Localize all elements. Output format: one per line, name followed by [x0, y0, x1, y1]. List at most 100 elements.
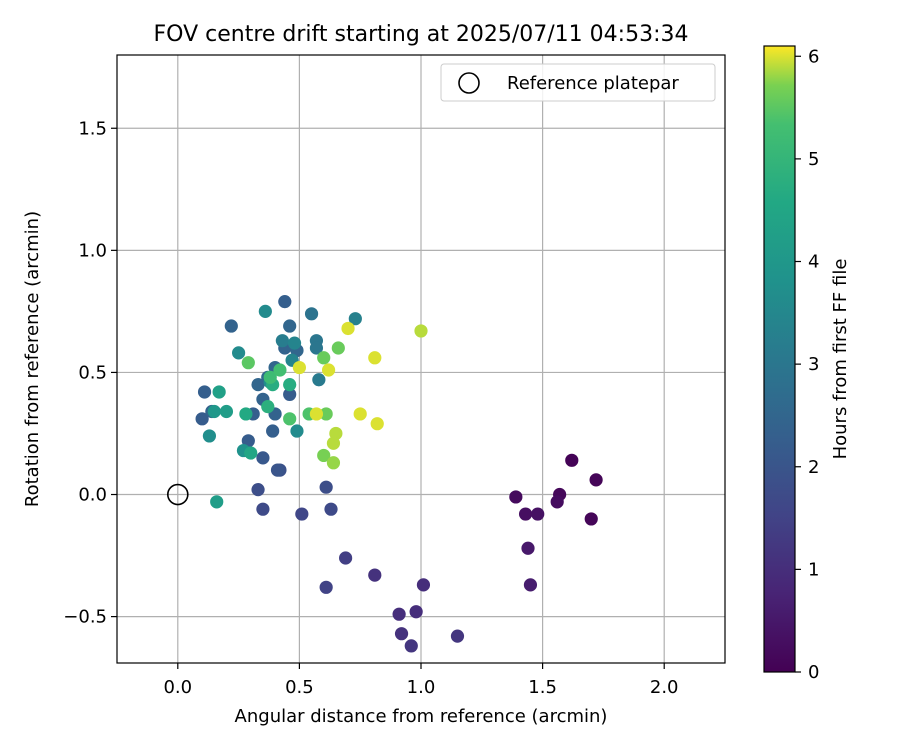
- scatter-point: [565, 453, 579, 467]
- x-tick-label: 0.5: [285, 677, 314, 698]
- scatter-point: [197, 385, 212, 399]
- scatter-point: [392, 607, 406, 621]
- colorbar-label: Hours from first FF file: [830, 259, 851, 460]
- scatter-point: [416, 578, 431, 592]
- scatter-point: [326, 456, 341, 470]
- scatter-point: [207, 404, 221, 419]
- scatter-point: [275, 334, 289, 348]
- scatter-point: [319, 407, 333, 421]
- y-ticks: −0.5 0.0 0.5 1.0 1.5: [63, 118, 117, 628]
- x-axis-label: Angular distance from reference (arcmin): [235, 706, 608, 727]
- y-tick-label: 1.5: [78, 118, 107, 139]
- scatter-point: [304, 307, 319, 321]
- scatter-point: [283, 319, 297, 333]
- scatter-point: [251, 483, 265, 497]
- scatter-point: [258, 304, 272, 318]
- scatter-point: [266, 424, 280, 438]
- x-tick-label: 0.0: [163, 677, 192, 698]
- scatter-point: [202, 429, 217, 443]
- scatter-point: [283, 378, 297, 392]
- legend-label: Reference platepar: [507, 73, 679, 94]
- scatter-point: [370, 417, 384, 431]
- scatter-point: [348, 312, 362, 326]
- y-tick-label: 1.0: [78, 240, 107, 261]
- scatter-point: [256, 502, 270, 516]
- scatter-point: [278, 295, 292, 309]
- colorbar-tick-label: 6: [808, 46, 819, 67]
- scatter-point: [550, 495, 564, 509]
- scatter-point: [273, 363, 287, 377]
- scatter-point: [521, 541, 535, 555]
- scatter-point: [523, 578, 538, 592]
- scatter-point: [321, 363, 336, 377]
- colorbar-tick-label: 2: [808, 457, 819, 478]
- scatter-point: [324, 502, 338, 516]
- scatter-point: [450, 629, 465, 643]
- scatter-point: [210, 495, 224, 509]
- scatter-point: [339, 551, 353, 565]
- scatter-point: [232, 346, 246, 360]
- colorbar-tick-label: 5: [808, 149, 819, 170]
- scatter-point: [219, 404, 234, 419]
- scatter-point: [241, 356, 255, 370]
- scatter-point: [256, 451, 270, 465]
- scatter-point: [287, 336, 302, 350]
- scatter-point: [263, 370, 277, 384]
- scatter-point: [404, 639, 418, 653]
- scatter-point: [295, 507, 309, 521]
- scatter-point: [309, 407, 324, 421]
- scatter-point: [584, 512, 598, 526]
- scatter-point: [290, 424, 304, 438]
- scatter-point: [326, 436, 341, 450]
- scatter-point: [518, 507, 533, 521]
- colorbar-tick-label: 0: [808, 662, 819, 683]
- scatter-point: [414, 324, 428, 338]
- y-axis-label: Rotation from reference (arcmin): [22, 211, 43, 507]
- chart-title: FOV centre drift starting at 2025/07/11 …: [154, 22, 689, 47]
- y-tick-label: 0.5: [78, 362, 107, 383]
- colorbar-ticks: 0 1 2 3 4 5 6: [795, 46, 819, 683]
- colorbar-tick-label: 4: [808, 252, 819, 273]
- scatter-point: [531, 507, 545, 521]
- x-tick-label: 1.5: [528, 677, 557, 698]
- scatter-point: [251, 378, 265, 392]
- scatter-point: [195, 412, 209, 426]
- scatter-point: [589, 473, 603, 487]
- scatter-point: [341, 321, 355, 336]
- scatter-point: [283, 412, 297, 426]
- scatter-point: [368, 351, 382, 365]
- scatter-point: [509, 490, 523, 504]
- scatter-point: [368, 568, 382, 582]
- scatter-point: [353, 407, 367, 421]
- legend-box: [440, 63, 716, 102]
- scatter-point: [309, 341, 324, 355]
- scatter-point: [212, 385, 226, 399]
- scatter-point: [394, 627, 409, 641]
- scatter-point: [239, 407, 253, 421]
- data-points: [195, 295, 603, 653]
- scatter-point: [241, 434, 255, 448]
- x-tick-label: 2.0: [650, 677, 679, 698]
- scatter-point: [317, 448, 331, 463]
- grid-lines: [117, 55, 725, 663]
- colorbar: [763, 45, 796, 673]
- reference-platepar-marker: [167, 483, 189, 506]
- scatter-point: [317, 351, 331, 365]
- x-ticks: 0.0 0.5 1.0 1.5 2.0: [163, 663, 679, 698]
- scatter-point: [312, 373, 326, 387]
- scatter-point: [319, 580, 333, 594]
- y-tick-label: −0.5: [63, 607, 107, 628]
- scatter-point: [292, 360, 306, 375]
- scatter-point: [244, 446, 258, 460]
- legend-marker-icon: [458, 72, 480, 94]
- scatter-point: [331, 341, 345, 355]
- legend: Reference platepar: [440, 63, 716, 102]
- scatter-point: [224, 319, 238, 333]
- y-tick-label: 0.0: [78, 485, 107, 506]
- scatter-point: [319, 480, 333, 494]
- colorbar-tick-label: 3: [808, 354, 819, 375]
- colorbar-tick-label: 1: [808, 559, 819, 580]
- x-tick-label: 1.0: [407, 677, 436, 698]
